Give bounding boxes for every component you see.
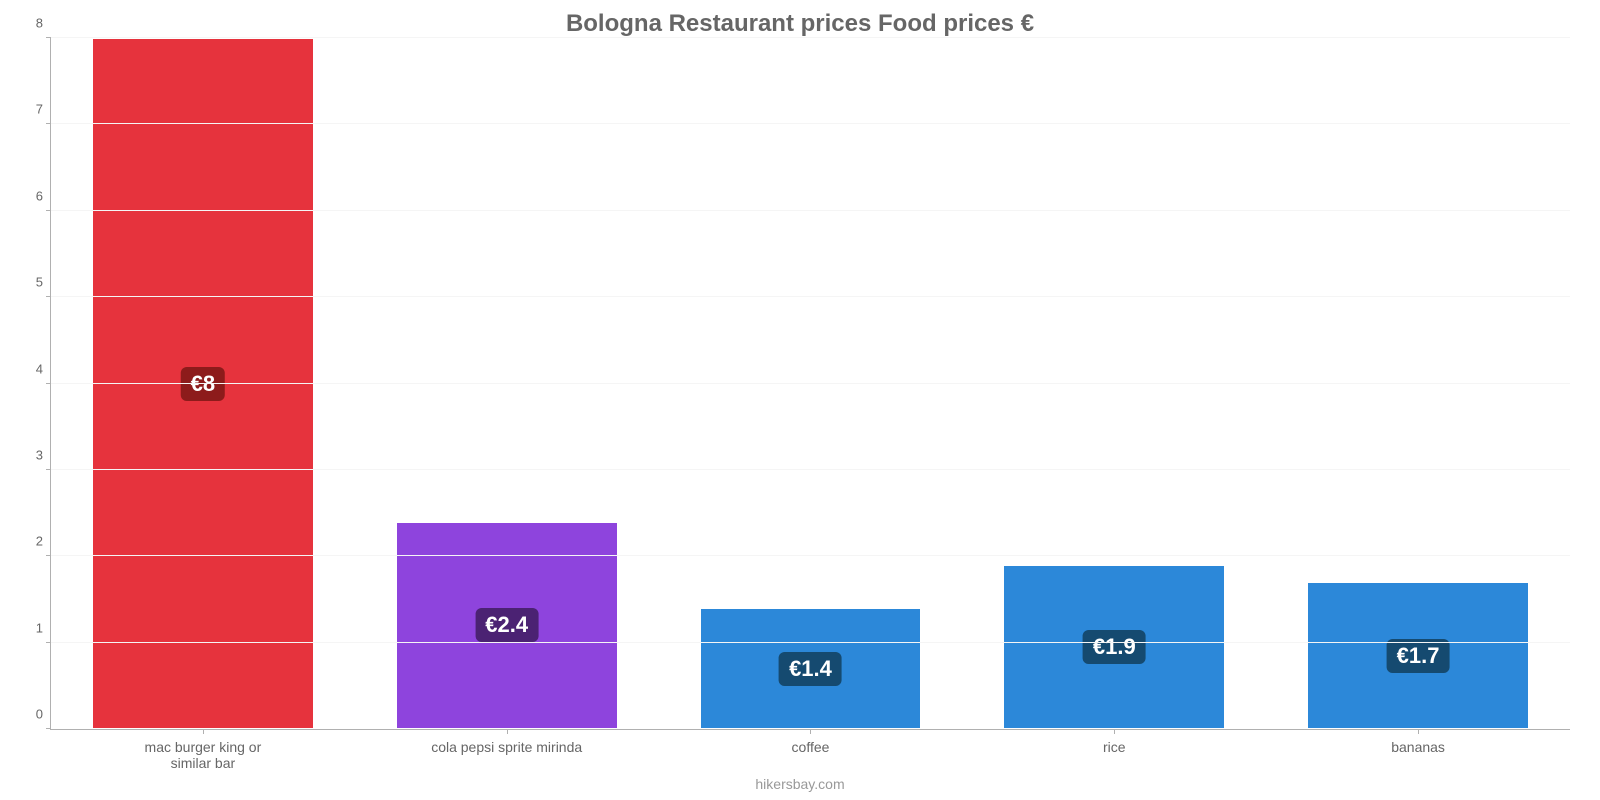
value-badge: €1.9 (1083, 630, 1146, 664)
xtick-label: bananas (1391, 739, 1445, 755)
bar-slot: €8mac burger king or similar bar (51, 38, 355, 729)
ytick-label: 2 (36, 534, 51, 549)
gridline (51, 469, 1570, 470)
ytick-label: 0 (36, 707, 51, 722)
value-badge: €1.4 (779, 652, 842, 686)
ytick-label: 1 (36, 620, 51, 635)
gridline (51, 296, 1570, 297)
xtick-mark (1114, 729, 1115, 734)
ytick-mark (46, 210, 51, 211)
chart-container: Bologna Restaurant prices Food prices € … (0, 0, 1600, 800)
value-badge: €8 (181, 367, 225, 401)
xtick-label: coffee (792, 739, 830, 755)
chart-title: Bologna Restaurant prices Food prices € (0, 10, 1600, 38)
bar-slot: €1.4coffee (659, 38, 963, 729)
ytick-mark (46, 469, 51, 470)
bar-slot: €2.4cola pepsi sprite mirinda (355, 38, 659, 729)
ytick-label: 4 (36, 361, 51, 376)
gridline (51, 383, 1570, 384)
ytick-label: 8 (36, 16, 51, 31)
gridline (51, 642, 1570, 643)
bar: €8 (92, 38, 314, 729)
ytick-mark (46, 728, 51, 729)
ytick-mark (46, 123, 51, 124)
bar: €2.4 (396, 522, 618, 729)
gridline (51, 210, 1570, 211)
xtick-label: cola pepsi sprite mirinda (431, 739, 582, 755)
gridline (51, 123, 1570, 124)
ytick-mark (46, 383, 51, 384)
ytick-label: 5 (36, 275, 51, 290)
xtick-label: rice (1103, 739, 1126, 755)
xtick-mark (810, 729, 811, 734)
ytick-mark (46, 642, 51, 643)
ytick-label: 3 (36, 447, 51, 462)
xtick-mark (507, 729, 508, 734)
value-badge: €1.7 (1387, 639, 1450, 673)
bar: €1.9 (1003, 565, 1225, 729)
ytick-label: 7 (36, 102, 51, 117)
ytick-mark (46, 37, 51, 38)
xtick-mark (1418, 729, 1419, 734)
bars-row: €8mac burger king or similar bar€2.4cola… (51, 38, 1570, 729)
ytick-mark (46, 555, 51, 556)
gridline (51, 555, 1570, 556)
bar: €1.7 (1307, 582, 1529, 729)
ytick-label: 6 (36, 188, 51, 203)
xtick-label: mac burger king or similar bar (127, 739, 279, 771)
ytick-mark (46, 296, 51, 297)
bar-slot: €1.9rice (962, 38, 1266, 729)
gridline (51, 37, 1570, 38)
xtick-mark (203, 729, 204, 734)
bar-slot: €1.7bananas (1266, 38, 1570, 729)
bar: €1.4 (700, 608, 922, 729)
credit-text: hikersbay.com (0, 776, 1600, 792)
value-badge: €2.4 (475, 608, 538, 642)
plot-area: €8mac burger king or similar bar€2.4cola… (50, 38, 1570, 730)
